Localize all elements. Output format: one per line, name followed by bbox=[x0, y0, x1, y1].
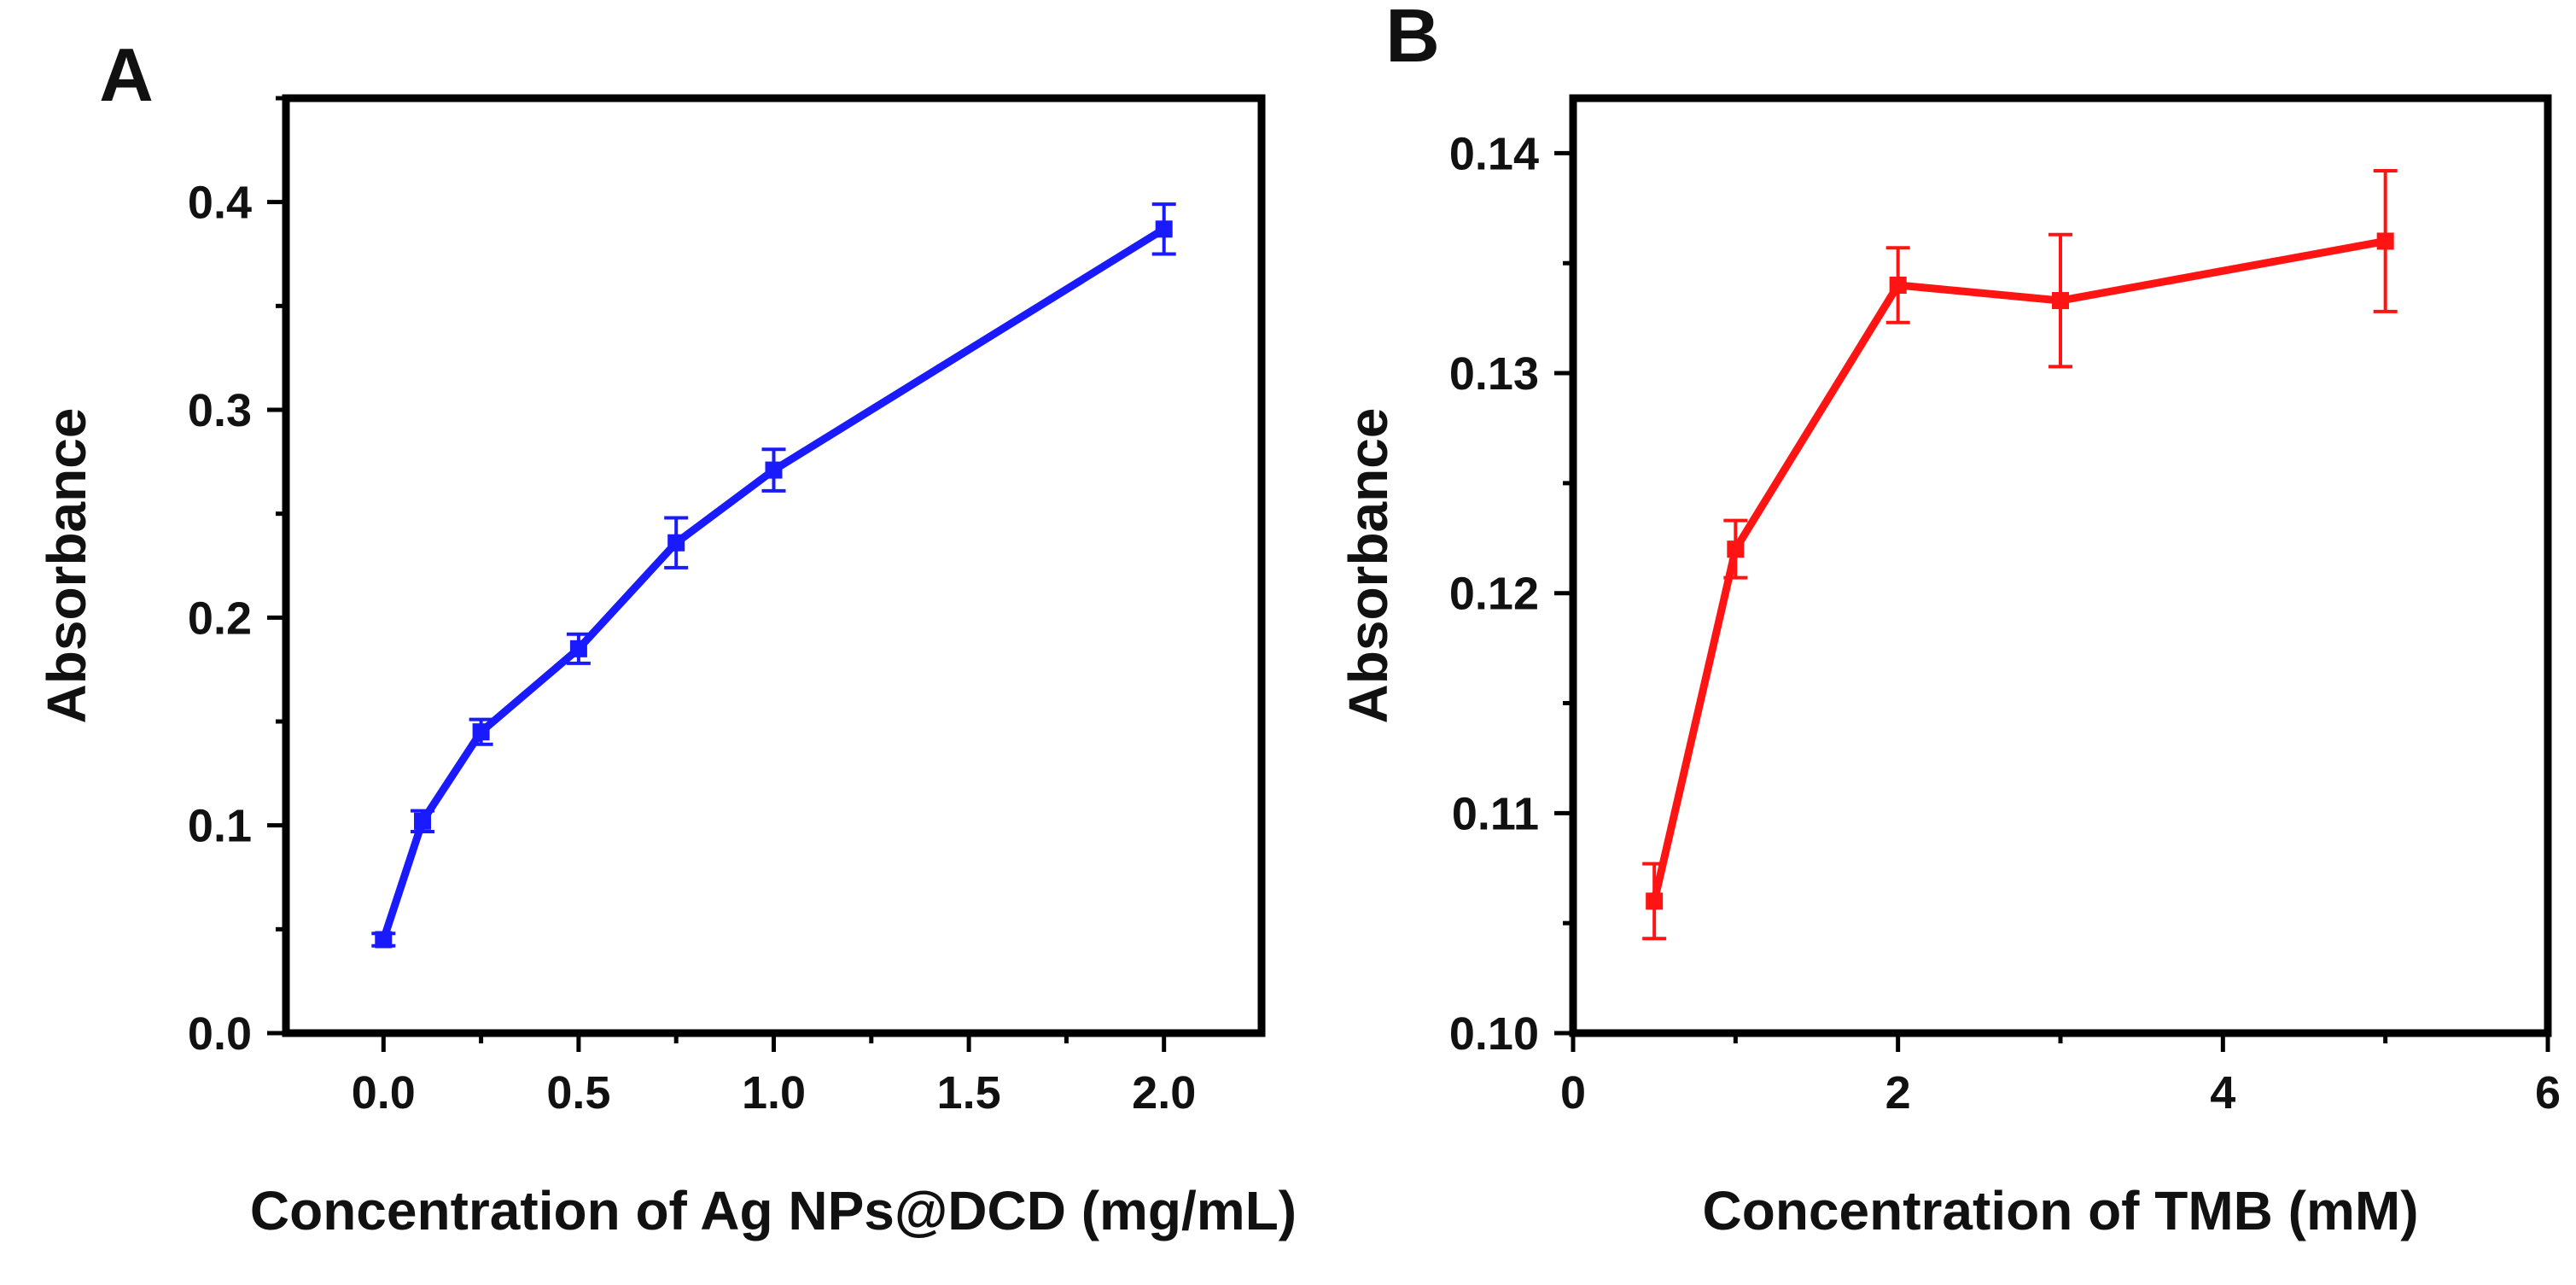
y-axis-title: Absorbance bbox=[36, 408, 97, 724]
x-tick-label: 1.0 bbox=[742, 1067, 806, 1119]
y-axis-title: Absorbance bbox=[1338, 408, 1399, 724]
data-point bbox=[569, 640, 587, 657]
x-tick-label: 6 bbox=[2535, 1067, 2561, 1119]
data-point bbox=[2052, 292, 2069, 310]
y-tick-label: 0.10 bbox=[1449, 1008, 1539, 1060]
x-tick-label: 2 bbox=[1885, 1067, 1911, 1119]
x-tick-label: 0.0 bbox=[352, 1067, 416, 1119]
panel-b: B 0.10 0.11 0.12 0.13 0.14 0 2 4 6 Absorbance Conce… bbox=[1338, 0, 2561, 1241]
y-tick-label: 0.4 bbox=[188, 178, 252, 229]
x-axis-title: Concentration of TMB (mM) bbox=[1703, 1180, 2419, 1241]
data-point bbox=[1889, 277, 1907, 294]
data-point bbox=[1727, 540, 1745, 558]
x-tick-label: 0 bbox=[1560, 1067, 1586, 1119]
data-point bbox=[765, 461, 783, 479]
y-tick-label: 0.1 bbox=[188, 801, 252, 852]
series-line bbox=[380, 225, 1167, 941]
x-axis-title: Concentration of Ag NPs@DCD (mg/mL) bbox=[250, 1180, 1297, 1241]
x-tick-label: 1.5 bbox=[937, 1067, 1001, 1119]
data-point bbox=[375, 931, 393, 949]
data-point bbox=[2376, 232, 2394, 250]
x-tick-label: 4 bbox=[2210, 1067, 2235, 1119]
data-point bbox=[1155, 220, 1173, 238]
y-tick-label: 0.11 bbox=[1452, 788, 1539, 839]
y-tick-label: 0.2 bbox=[188, 593, 252, 644]
y-tick-label: 0.0 bbox=[188, 1008, 252, 1060]
plot-frame bbox=[282, 94, 1266, 1037]
data-point bbox=[1646, 892, 1664, 910]
x-tick-label: 0.5 bbox=[546, 1067, 610, 1119]
data-point bbox=[667, 534, 685, 552]
y-tick-label: 0.14 bbox=[1449, 128, 1539, 179]
y-tick-label: 0.12 bbox=[1449, 569, 1539, 620]
y-tick-label: 0.13 bbox=[1449, 348, 1539, 400]
panel-letter: B bbox=[1385, 0, 1440, 78]
data-point bbox=[414, 812, 432, 830]
panel-letter: A bbox=[99, 32, 154, 117]
x-tick-label: 2.0 bbox=[1132, 1067, 1196, 1119]
panel-a: A 0.0 0.1 0.2 0.3 0.4 0.0 0.5 1.0 1.5 2.0 Absorbanc… bbox=[36, 32, 1297, 1241]
series-line bbox=[1650, 237, 2387, 902]
y-tick-label: 0.3 bbox=[188, 385, 252, 436]
data-point bbox=[472, 723, 490, 741]
